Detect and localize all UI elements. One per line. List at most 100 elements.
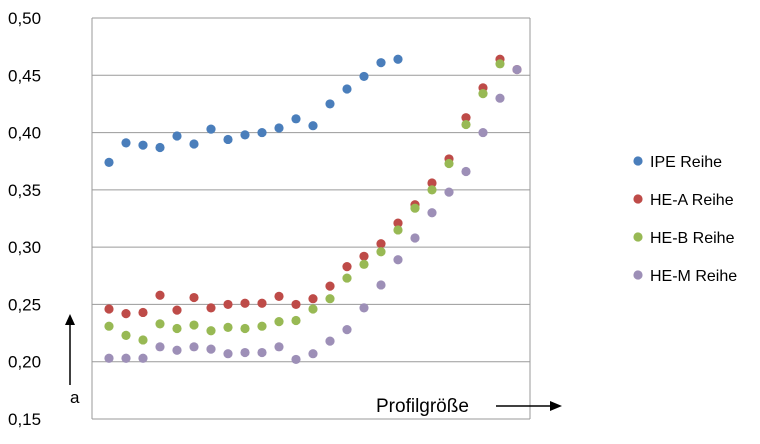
point-he-b-reihe: [138, 335, 148, 345]
point-he-b-reihe: [223, 322, 233, 332]
point-he-m-reihe: [138, 353, 148, 363]
point-he-m-reihe: [308, 349, 318, 359]
grid: [91, 17, 531, 420]
point-he-b-reihe: [444, 158, 454, 169]
point-he-b-reihe: [495, 59, 505, 69]
point-he-a-reihe: [291, 299, 301, 310]
point-he-m-reihe: [427, 208, 437, 218]
point-he-a-reihe: [393, 218, 403, 228]
point-ipe-reihe: [342, 84, 352, 94]
y-tick-label: 0,35: [8, 181, 41, 200]
legend-label-he-b-reihe: HE-B Reihe: [650, 230, 735, 247]
point-ipe-reihe: [325, 99, 335, 109]
x-axis-arrow: [496, 401, 562, 411]
point-he-b-reihe: [274, 317, 284, 327]
point-he-b-reihe: [121, 330, 131, 340]
point-he-a-reihe: [206, 303, 216, 313]
y-tick-label: 0,30: [8, 238, 41, 257]
point-ipe-reihe: [359, 71, 369, 82]
legend-marker-ipe-reihe: [633, 156, 643, 166]
y-axis-arrow: [65, 314, 75, 385]
y-tick-label: 0,15: [8, 410, 41, 429]
y-tick-label: 0,25: [8, 295, 41, 314]
point-he-m-reihe: [172, 345, 182, 355]
point-ipe-reihe: [189, 139, 199, 149]
point-he-b-reihe: [427, 185, 437, 195]
point-ipe-reihe: [291, 114, 301, 124]
point-he-a-reihe: [461, 113, 471, 123]
point-he-b-reihe: [240, 323, 250, 334]
point-he-b-reihe: [359, 259, 369, 269]
point-ipe-reihe: [104, 157, 114, 167]
point-he-m-reihe: [274, 342, 284, 352]
y-tick-label: 0,20: [8, 353, 41, 372]
point-he-b-reihe: [155, 319, 165, 329]
point-he-m-reihe: [512, 64, 522, 75]
point-ipe-reihe: [223, 134, 233, 145]
point-he-b-reihe: [257, 321, 267, 331]
point-he-m-reihe: [206, 344, 216, 354]
legend-label-ipe-reihe: IPE Reihe: [650, 154, 722, 171]
point-ipe-reihe: [257, 127, 267, 138]
point-he-m-reihe: [104, 353, 114, 363]
point-he-b-reihe: [376, 247, 386, 257]
point-he-m-reihe: [240, 347, 250, 358]
point-ipe-reihe: [376, 58, 386, 68]
point-he-m-reihe: [359, 303, 369, 313]
point-he-a-reihe: [189, 292, 199, 303]
legend-label-he-a-reihe: HE-A Reihe: [650, 192, 734, 209]
point-he-a-reihe: [427, 178, 437, 188]
point-he-b-reihe: [325, 294, 335, 304]
point-ipe-reihe: [138, 140, 148, 150]
point-he-b-reihe: [206, 326, 216, 336]
point-he-b-reihe: [410, 203, 420, 213]
point-ipe-reihe: [121, 138, 131, 148]
point-he-a-reihe: [155, 290, 165, 300]
point-he-a-reihe: [274, 291, 284, 302]
point-he-a-reihe: [223, 299, 233, 310]
legend-marker-he-m-reihe: [633, 270, 643, 280]
point-he-a-reihe: [376, 239, 386, 249]
point-ipe-reihe: [240, 130, 250, 140]
point-he-a-reihe: [104, 304, 114, 314]
point-he-m-reihe: [291, 354, 301, 365]
point-he-m-reihe: [478, 127, 488, 138]
point-he-a-reihe: [359, 251, 369, 261]
point-he-b-reihe: [478, 89, 488, 99]
point-he-b-reihe: [291, 315, 301, 326]
legend: IPE Reihe HE-A Reihe HE-B Reihe HE-M Reihe: [633, 154, 737, 285]
point-he-a-reihe: [240, 298, 250, 308]
y-tick-label: 0,50: [8, 9, 41, 28]
point-he-b-reihe: [393, 225, 403, 235]
point-he-b-reihe: [308, 304, 318, 314]
y-tick-label: 0,40: [8, 124, 41, 143]
point-he-m-reihe: [461, 166, 471, 177]
point-ipe-reihe: [393, 54, 403, 64]
point-he-m-reihe: [223, 349, 233, 359]
point-he-b-reihe: [172, 323, 182, 334]
point-he-b-reihe: [461, 119, 471, 130]
point-he-m-reihe: [155, 342, 165, 352]
point-he-m-reihe: [410, 233, 420, 243]
point-he-m-reihe: [325, 336, 335, 346]
data-points: [104, 54, 522, 365]
legend-marker-he-b-reihe: [633, 232, 643, 242]
point-he-a-reihe: [138, 307, 148, 318]
point-he-m-reihe: [121, 353, 131, 363]
point-he-m-reihe: [342, 325, 352, 335]
point-he-a-reihe: [257, 298, 267, 308]
point-he-m-reihe: [444, 187, 454, 197]
point-ipe-reihe: [172, 131, 182, 141]
point-he-m-reihe: [376, 280, 386, 290]
x-axis-label: Profilgröße: [376, 396, 469, 417]
point-he-a-reihe: [121, 308, 131, 319]
point-he-m-reihe: [257, 347, 267, 358]
point-he-m-reihe: [495, 93, 505, 103]
point-ipe-reihe: [308, 121, 318, 131]
point-he-a-reihe: [342, 262, 352, 272]
y-tick-labels: 0,15 0,20 0,25 0,30 0,35 0,40 0,45 0,50: [8, 9, 41, 429]
legend-label-he-m-reihe: HE-M Reihe: [650, 268, 737, 285]
point-ipe-reihe: [206, 124, 216, 134]
